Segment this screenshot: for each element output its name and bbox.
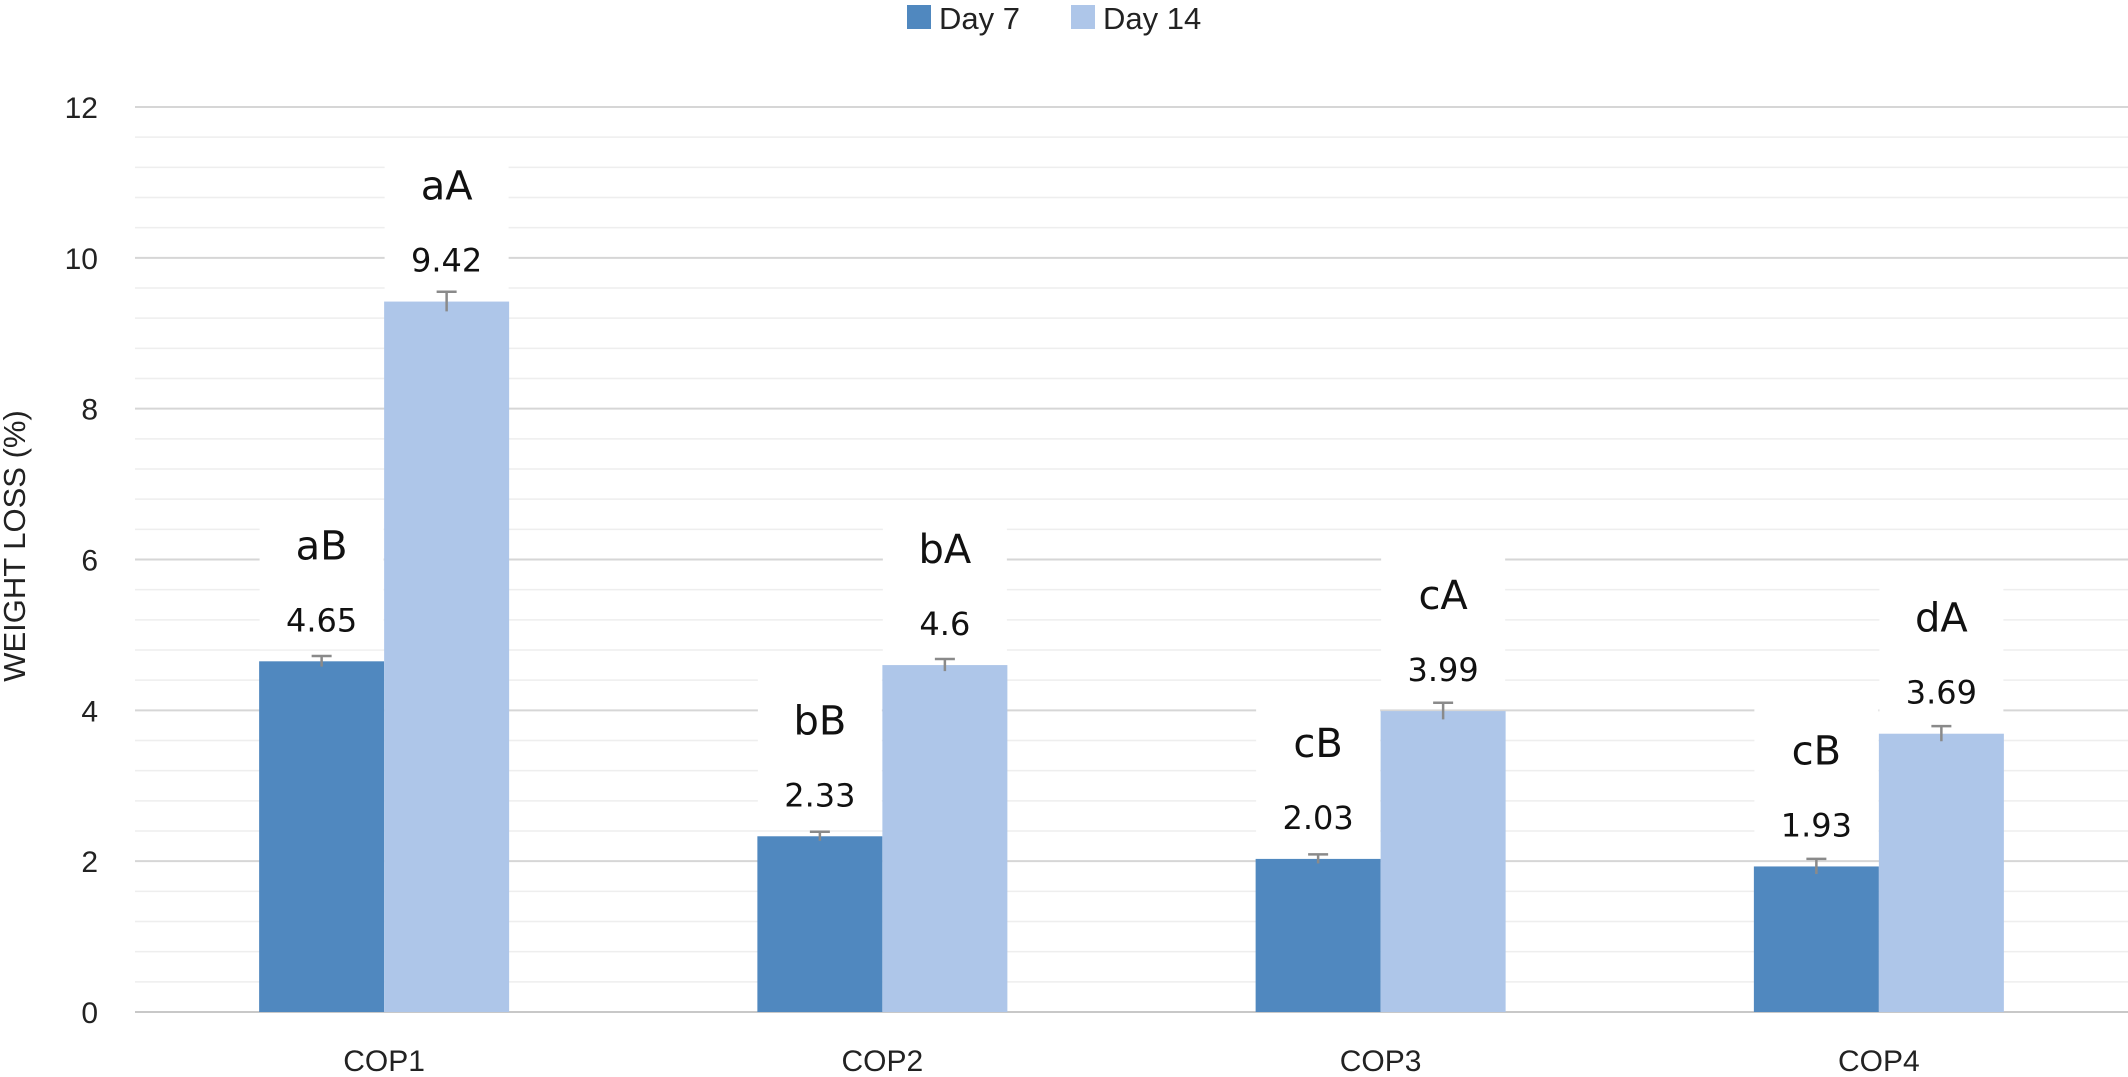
- value-label: 2.33: [784, 776, 855, 814]
- bar-cop3-day-14: [1380, 711, 1506, 1012]
- legend: Day 7 Day 14: [907, 1, 1201, 36]
- significance-label: bB: [793, 698, 846, 744]
- significance-label: cB: [1792, 728, 1841, 774]
- bar-cop3-day-7: [1255, 858, 1381, 1012]
- y-tick-label: 10: [65, 243, 98, 276]
- bars: [259, 290, 2004, 1012]
- data-label-box: [259, 501, 384, 650]
- x-tick-label: COP3: [1340, 1045, 1422, 1077]
- significance-label: aB: [296, 523, 348, 569]
- y-tick-label: 2: [81, 846, 98, 879]
- data-label-box: [757, 676, 882, 825]
- bar-cop2-day-14: [882, 665, 1008, 1012]
- significance-label: bA: [918, 527, 971, 573]
- value-label: 4.6: [919, 605, 970, 643]
- data-label-box: [1381, 551, 1506, 700]
- legend-label-day-14: Day 14: [1103, 1, 1201, 36]
- value-label: 3.69: [1906, 674, 1977, 712]
- data-label-box: [384, 141, 509, 290]
- value-label: 3.99: [1408, 651, 1479, 689]
- legend-swatch-day-7: [907, 5, 931, 29]
- data-labels: aB 4.65 aA 9.42 bB 2.33 bA 4.6 cB 2.03 cA 3.99 cB 1.9…: [259, 141, 2004, 855]
- value-label: 1.93: [1781, 806, 1852, 844]
- significance-label: cB: [1293, 721, 1342, 767]
- significance-label: aA: [421, 164, 474, 210]
- data-label-box: [1256, 698, 1381, 847]
- value-label: 2.03: [1283, 799, 1354, 837]
- x-tick-label: COP4: [1838, 1045, 1920, 1077]
- y-tick-label: 8: [81, 394, 98, 427]
- y-tick-label: 4: [81, 695, 98, 728]
- significance-label: dA: [1915, 596, 1968, 642]
- y-tick-label: 0: [81, 997, 98, 1030]
- y-tick-label: 6: [81, 545, 98, 578]
- bar-cop4-day-14: [1878, 733, 2004, 1012]
- data-label-box: [882, 505, 1007, 654]
- x-tick-label: COP1: [343, 1045, 425, 1077]
- x-tick-label: COP2: [842, 1045, 924, 1077]
- value-label: 9.42: [411, 242, 482, 280]
- significance-label: cA: [1418, 573, 1468, 619]
- value-label: 4.65: [286, 601, 357, 639]
- data-label-box: [1754, 706, 1879, 855]
- y-axis-title: WEIGHT LOSS (%): [0, 410, 32, 682]
- legend-swatch-day-14: [1071, 5, 1095, 29]
- bar-cop1-day-14: [384, 301, 510, 1012]
- data-label-box: [1879, 573, 2004, 722]
- bar-cop2-day-7: [757, 836, 883, 1012]
- bar-cop1-day-7: [259, 661, 385, 1012]
- y-tick-label: 12: [65, 92, 98, 125]
- bar-cop4-day-7: [1753, 866, 1879, 1012]
- legend-label-day-7: Day 7: [939, 1, 1020, 36]
